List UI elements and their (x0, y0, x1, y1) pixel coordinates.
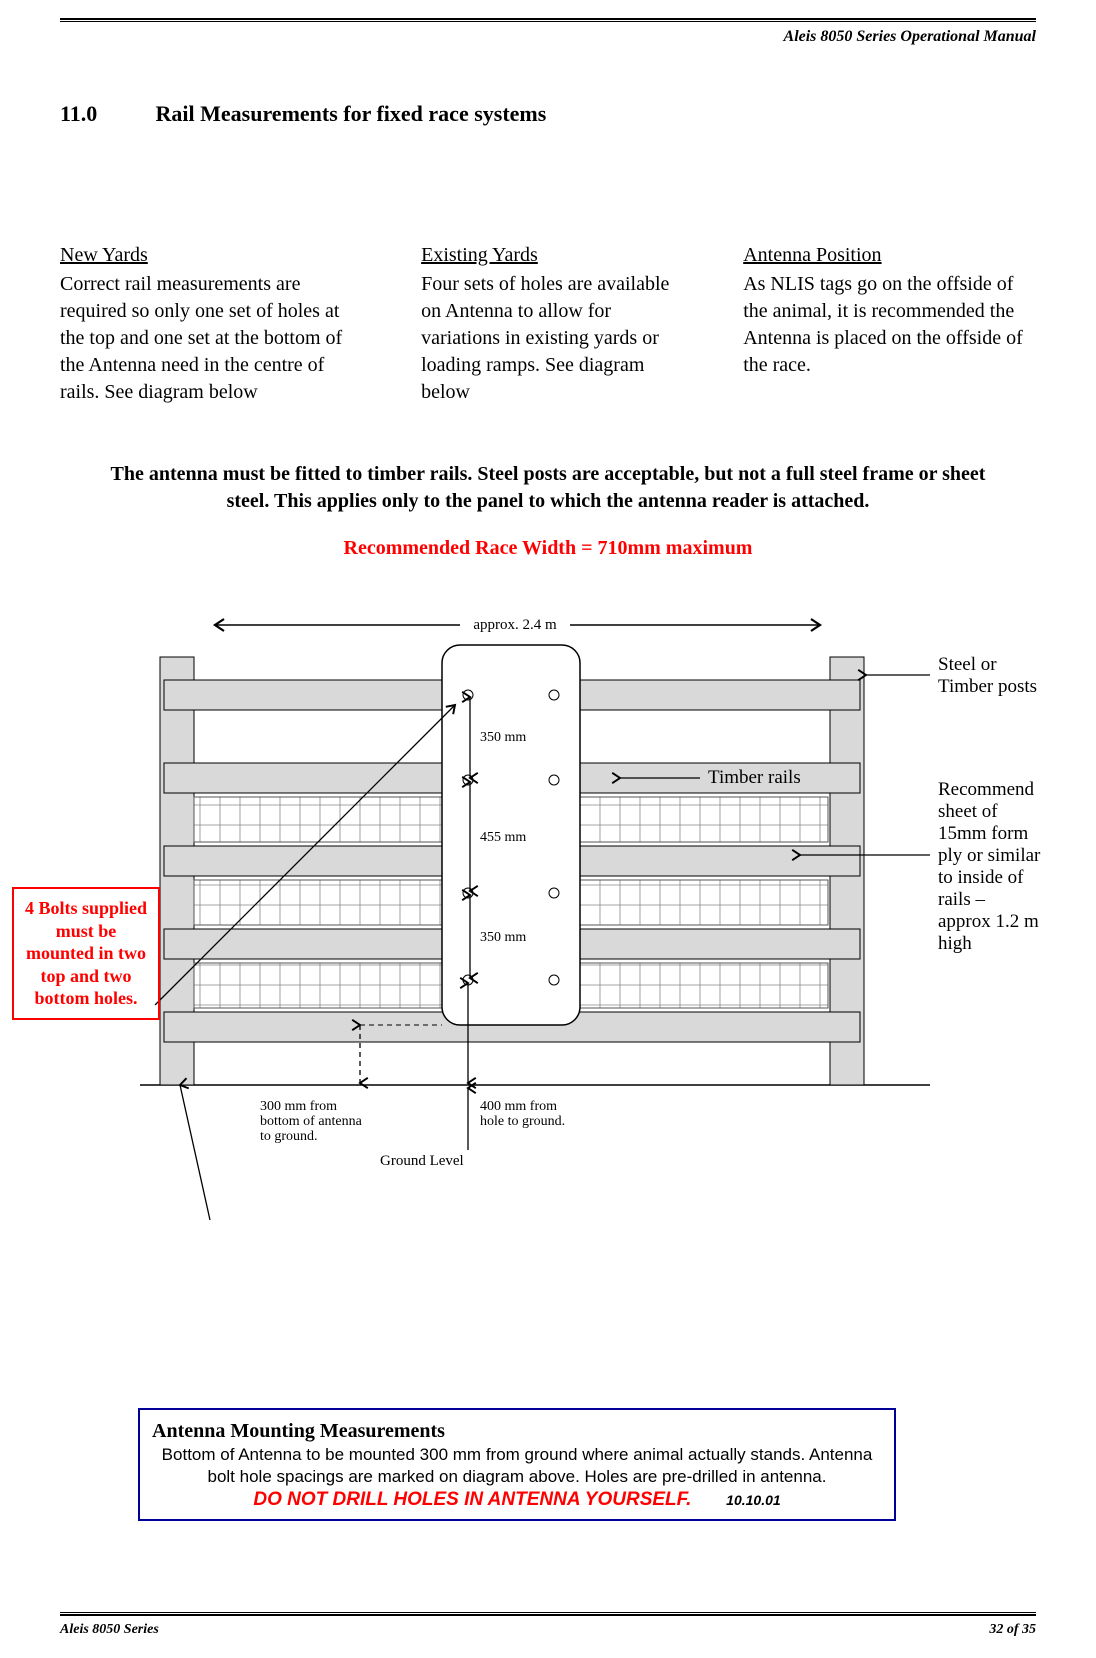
bolts-callout: 4 Bolts supplied must be mounted in two … (12, 887, 160, 1020)
section-number: 11.0 (60, 101, 150, 127)
col-new-yards: New Yards Correct rail measurements are … (60, 242, 353, 406)
footer-series: Aleis 8050 Series (60, 1622, 159, 1638)
footer-rule (60, 1612, 1036, 1616)
section-heading: 11.0 Rail Measurements for fixed race sy… (60, 101, 1036, 127)
meas-350-top: 350 mm (480, 730, 526, 745)
col-body: Correct rail measurements are required s… (60, 273, 342, 403)
approx-width-label: approx. 2.4 m (473, 617, 557, 633)
info-body: Bottom of Antenna to be mounted 300 mm f… (152, 1444, 882, 1488)
rail-diagram-svg: approx. 2.4 m 350 mm 455 mm 350 mm 300 m… (60, 585, 1090, 1225)
red-note: Recommended Race Width = 710mm maximum (60, 537, 1036, 560)
antenna-mounting-info: Antenna Mounting Measurements Bottom of … (138, 1408, 896, 1521)
col-body: Four sets of holes are available on Ante… (421, 273, 669, 403)
col-heading: New Yards (60, 242, 353, 269)
meas-455: 455 mm (480, 830, 526, 845)
ground-level-label: Ground Level (380, 1153, 464, 1169)
three-columns: New Yards Correct rail measurements are … (60, 242, 1036, 406)
bold-note: The antenna must be fitted to timber rai… (60, 461, 1036, 515)
col-antenna-position: Antenna Position As NLIS tags go on the … (743, 242, 1036, 406)
meas-350-bot: 350 mm (480, 930, 526, 945)
posts-label: Steel or Timber posts (938, 654, 1037, 697)
note-300mm: 300 mm from bottom of antenna to ground. (260, 1099, 365, 1144)
footer-page: 32 of 35 (989, 1622, 1036, 1638)
col-heading: Antenna Position (743, 242, 1036, 269)
col-heading: Existing Yards (421, 242, 675, 269)
timber-rails-label: Timber rails (708, 767, 801, 788)
sheet-label: Recommend sheet of 15mm form ply or simi… (938, 779, 1045, 954)
section-title: Rail Measurements for fixed race systems (156, 101, 547, 126)
col-body: As NLIS tags go on the offside of the an… (743, 273, 1023, 376)
diagram: 4 Bolts supplied must be mounted in two … (60, 585, 1036, 1225)
header-manual-title: Aleis 8050 Series Operational Manual (60, 28, 1036, 46)
info-date: 10.10.01 (726, 1492, 781, 1508)
col-existing-yards: Existing Yards Four sets of holes are av… (421, 242, 675, 406)
footer: Aleis 8050 Series 32 of 35 (60, 1612, 1036, 1638)
info-title: Antenna Mounting Measurements (152, 1418, 882, 1444)
note-400mm: 400 mm from hole to ground. (480, 1099, 565, 1129)
header-rule (60, 18, 1036, 22)
info-warning: DO NOT DRILL HOLES IN ANTENNA YOURSELF. (253, 1489, 691, 1510)
